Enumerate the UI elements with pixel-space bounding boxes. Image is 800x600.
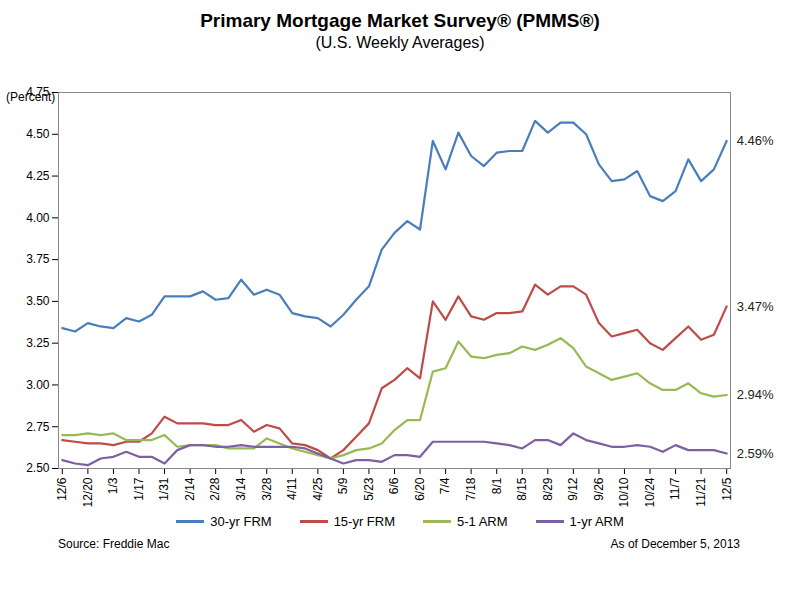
svg-text:2.50: 2.50 xyxy=(26,461,50,475)
svg-text:2/28: 2/28 xyxy=(208,477,222,501)
svg-text:6/20: 6/20 xyxy=(413,477,427,501)
svg-text:4.00: 4.00 xyxy=(26,211,50,225)
svg-text:8/1: 8/1 xyxy=(490,477,504,494)
svg-text:4.75: 4.75 xyxy=(26,85,50,99)
svg-text:5/23: 5/23 xyxy=(362,477,376,501)
svg-text:3/14: 3/14 xyxy=(234,477,248,501)
svg-text:3.50: 3.50 xyxy=(26,294,50,308)
svg-text:8/15: 8/15 xyxy=(515,477,529,501)
svg-text:3.47%: 3.47% xyxy=(737,299,774,314)
svg-text:9/12: 9/12 xyxy=(566,477,580,501)
svg-text:4.50: 4.50 xyxy=(26,127,50,141)
svg-text:2.75: 2.75 xyxy=(26,420,50,434)
svg-text:2.59%: 2.59% xyxy=(737,446,774,461)
svg-text:4.46%: 4.46% xyxy=(737,133,774,148)
svg-text:1/3: 1/3 xyxy=(106,477,120,494)
svg-text:1/31: 1/31 xyxy=(157,477,171,501)
svg-text:10/10: 10/10 xyxy=(617,477,631,507)
svg-text:3/28: 3/28 xyxy=(260,477,274,501)
svg-text:11/21: 11/21 xyxy=(694,477,708,506)
svg-text:9/26: 9/26 xyxy=(592,477,606,501)
svg-text:4/25: 4/25 xyxy=(311,477,325,501)
svg-text:4.25: 4.25 xyxy=(26,169,50,183)
svg-text:12/5: 12/5 xyxy=(720,477,734,501)
svg-text:10/24: 10/24 xyxy=(643,477,657,507)
svg-text:3.75: 3.75 xyxy=(26,252,50,266)
svg-text:8/29: 8/29 xyxy=(541,477,555,501)
svg-text:12/6: 12/6 xyxy=(55,477,69,501)
svg-text:2/14: 2/14 xyxy=(183,477,197,501)
svg-text:6/6: 6/6 xyxy=(387,477,401,494)
svg-text:5/9: 5/9 xyxy=(336,477,350,494)
svg-text:3.00: 3.00 xyxy=(26,378,50,392)
svg-text:7/18: 7/18 xyxy=(464,477,478,501)
svg-text:7/4: 7/4 xyxy=(438,477,452,494)
svg-text:1/17: 1/17 xyxy=(132,477,146,501)
svg-text:3.25: 3.25 xyxy=(26,336,50,350)
svg-text:4/11: 4/11 xyxy=(285,477,299,500)
svg-text:11/7: 11/7 xyxy=(668,477,682,500)
svg-text:2.94%: 2.94% xyxy=(737,387,774,402)
svg-text:12/20: 12/20 xyxy=(81,477,95,507)
